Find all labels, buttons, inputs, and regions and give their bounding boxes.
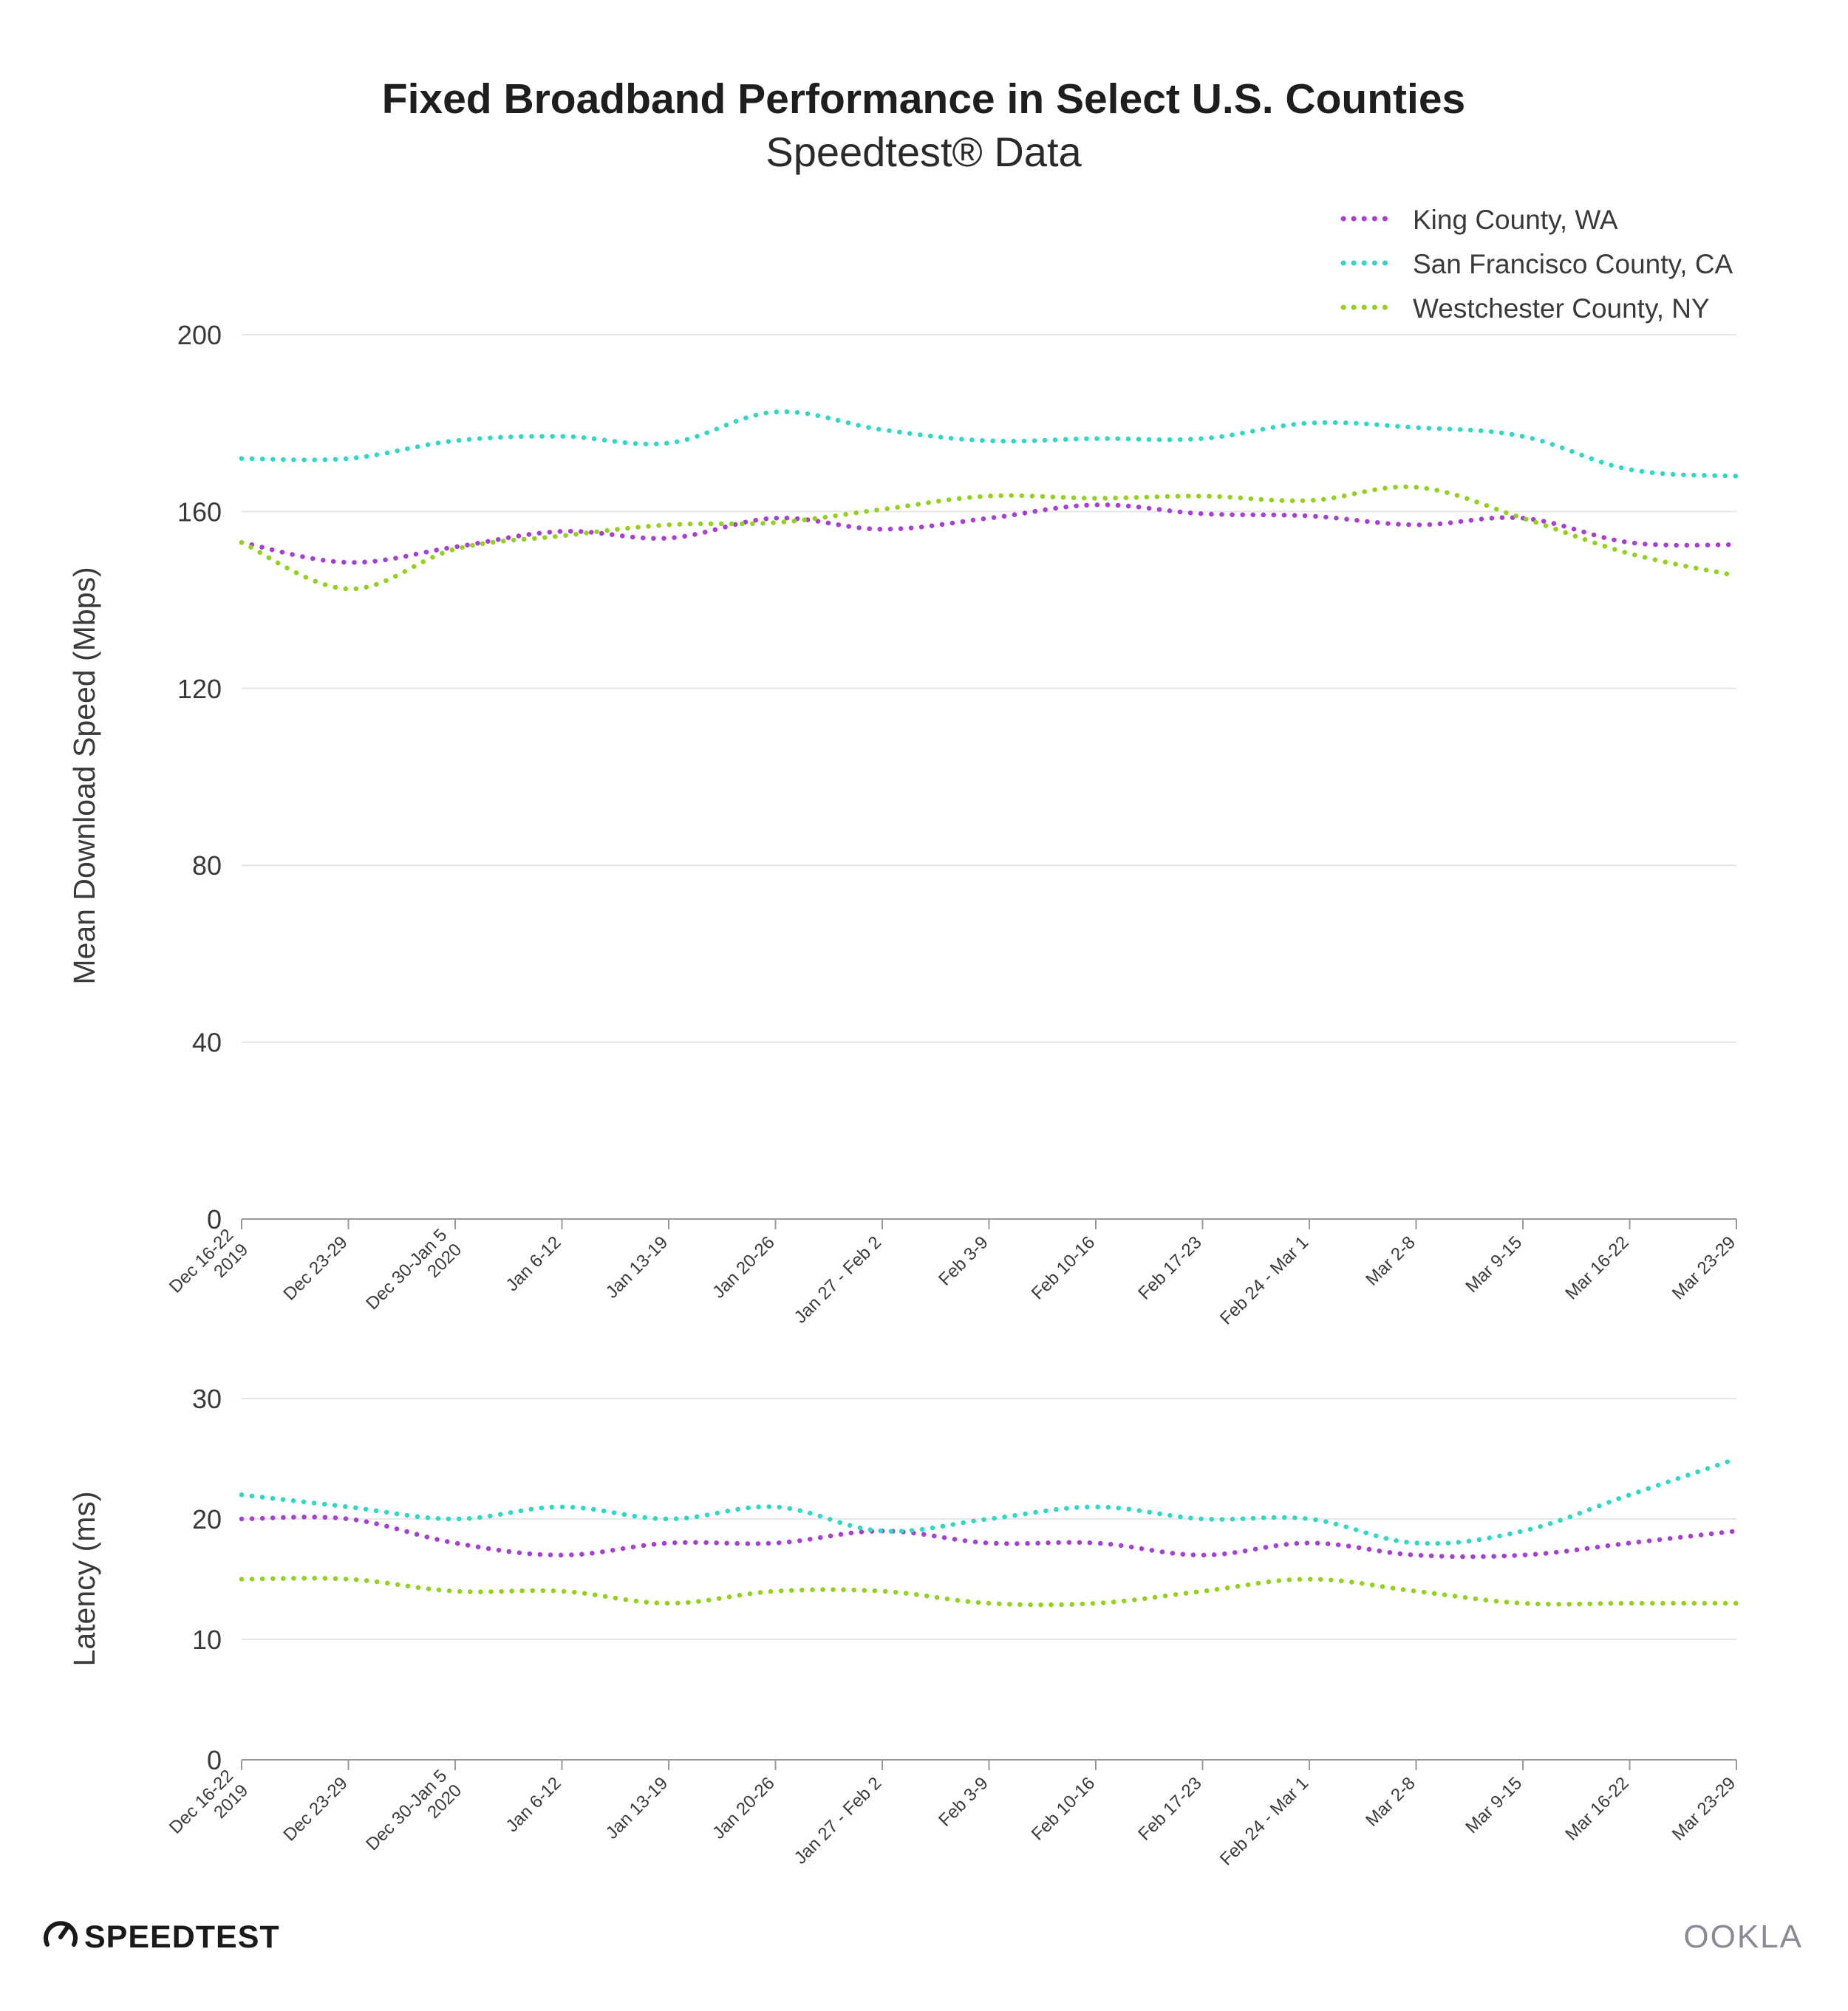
x-tick-label-line: Jan 13-19 xyxy=(602,1232,672,1302)
x-tick-label-line: Jan 6-12 xyxy=(502,1232,565,1295)
x-tick-label: Dec 23-29 xyxy=(279,1232,351,1304)
y-tick-label: 10 xyxy=(192,1625,222,1655)
x-tick-label-line: Feb 17-23 xyxy=(1134,1773,1205,1844)
y-tick-label: 30 xyxy=(192,1384,222,1414)
y-tick-label: 160 xyxy=(177,496,222,527)
x-tick-label: Dec 16-222019 xyxy=(166,1766,252,1852)
legend-label-king: King County, WA xyxy=(1413,205,1618,235)
x-tick-label-line: Mar 9-15 xyxy=(1462,1232,1526,1297)
legend: King County, WA San Francisco County, CA… xyxy=(1340,205,1733,324)
ookla-logo: OOKLA xyxy=(1683,1919,1803,1955)
x-tick-label: Jan 20-26 xyxy=(709,1773,779,1843)
x-tick-label-line: Jan 6-12 xyxy=(502,1773,565,1836)
x-tick-label: Mar 16-22 xyxy=(1561,1773,1632,1844)
series-line-king xyxy=(239,1515,1739,1560)
speedtest-logo-text: SPEEDTEST xyxy=(84,1919,280,1955)
series-line-king xyxy=(239,502,1739,565)
y-tick-label: 40 xyxy=(192,1028,222,1058)
x-tick-label: Feb 3-9 xyxy=(935,1773,992,1831)
x-tick-label-line: Feb 10-16 xyxy=(1028,1232,1099,1303)
x-tick-label: Mar 2-8 xyxy=(1362,1232,1419,1290)
x-tick-label: Feb 24 - Mar 1 xyxy=(1216,1773,1312,1869)
x-tick-label-line: Dec 23-29 xyxy=(279,1773,351,1845)
series-line-sf xyxy=(239,409,1739,479)
y-tick-label: 0 xyxy=(207,1204,222,1235)
chart-subtitle: Speedtest® Data xyxy=(766,129,1082,175)
x-tick-label-line: Feb 3-9 xyxy=(935,1773,992,1831)
x-tick-label: Feb 17-23 xyxy=(1134,1232,1205,1303)
x-tick-label: Jan 13-19 xyxy=(602,1232,672,1302)
x-tick-label: Mar 9-15 xyxy=(1462,1773,1526,1837)
x-tick-label-line: Mar 16-22 xyxy=(1561,1773,1632,1844)
x-tick-label-line: Dec 23-29 xyxy=(279,1232,351,1304)
x-tick-label: Feb 3-9 xyxy=(935,1232,992,1290)
x-tick-label: Dec 30-Jan 52020 xyxy=(362,1766,466,1869)
x-tick-label: Mar 2-8 xyxy=(1362,1773,1419,1831)
x-tick-label: Mar 23-29 xyxy=(1668,1232,1739,1303)
x-tick-label: Feb 24 - Mar 1 xyxy=(1216,1232,1312,1328)
x-tick-label-line: Mar 23-29 xyxy=(1668,1232,1739,1303)
legend-label-westchester: Westchester County, NY xyxy=(1413,293,1710,324)
download-speed-chart: 0 40 80 120 160 200 Dec 16-222019 Dec 23-29 Dec … xyxy=(67,320,1739,1329)
x-tick-label: Jan 20-26 xyxy=(709,1232,779,1302)
x-tick-label-line: Mar 23-29 xyxy=(1668,1773,1739,1844)
x-tick-label: Mar 9-15 xyxy=(1462,1232,1526,1297)
x-tick-label: Feb 17-23 xyxy=(1134,1773,1205,1844)
x-tick-label-line: Jan 27 - Feb 2 xyxy=(791,1773,886,1868)
chart-title: Fixed Broadband Performance in Select U.… xyxy=(382,75,1466,123)
x-tick-label-line: Mar 2-8 xyxy=(1362,1773,1419,1831)
y-axis-label: Mean Download Speed (Mbps) xyxy=(67,567,101,984)
x-tick-label: Jan 6-12 xyxy=(502,1773,565,1836)
series-line-westchester xyxy=(239,1575,1739,1608)
y-tick-label: 120 xyxy=(177,674,222,704)
x-tick-label: Jan 27 - Feb 2 xyxy=(791,1232,886,1328)
x-tick-label: Dec 23-29 xyxy=(279,1773,351,1845)
y-axis-label: Latency (ms) xyxy=(67,1492,101,1667)
speedtest-logo: SPEEDTEST xyxy=(44,1919,280,1955)
latency-chart: 0 10 20 30 Dec 16-222019 Dec 23-29 Dec 30-Jan … xyxy=(67,1384,1739,1870)
x-tick-label-line: Feb 24 - Mar 1 xyxy=(1216,1232,1312,1328)
legend-item-westchester: Westchester County, NY xyxy=(1340,293,1710,324)
speedometer-icon xyxy=(44,1921,78,1947)
x-tick-label-line: Feb 10-16 xyxy=(1028,1773,1099,1844)
x-tick-label: Jan 27 - Feb 2 xyxy=(791,1773,886,1868)
series-line-westchester xyxy=(239,484,1739,592)
x-tick-label: Feb 10-16 xyxy=(1028,1232,1099,1303)
x-tick-label-line: Feb 3-9 xyxy=(935,1232,992,1290)
x-tick-label-line: Jan 20-26 xyxy=(709,1773,779,1843)
legend-label-sf: San Francisco County, CA xyxy=(1413,249,1733,279)
y-tick-label: 200 xyxy=(177,320,222,350)
x-tick-label-line: Jan 13-19 xyxy=(602,1773,672,1843)
legend-item-sf: San Francisco County, CA xyxy=(1340,249,1733,279)
x-tick-label-line: Jan 27 - Feb 2 xyxy=(791,1232,886,1328)
legend-item-king: King County, WA xyxy=(1340,205,1618,235)
x-tick-label: Jan 13-19 xyxy=(602,1773,672,1843)
x-tick-label: Dec 30-Jan 52020 xyxy=(362,1225,466,1328)
x-tick-label: Feb 10-16 xyxy=(1028,1773,1099,1844)
y-tick-label: 0 xyxy=(207,1745,222,1775)
y-tick-label: 20 xyxy=(192,1504,222,1534)
x-tick-label-line: Jan 20-26 xyxy=(709,1232,779,1302)
x-tick-label-line: Mar 2-8 xyxy=(1362,1232,1419,1290)
x-tick-label-line: Mar 9-15 xyxy=(1462,1773,1526,1837)
x-tick-label: Mar 16-22 xyxy=(1561,1232,1632,1303)
y-tick-label: 80 xyxy=(192,850,222,881)
x-tick-label-line: Feb 24 - Mar 1 xyxy=(1216,1773,1312,1869)
x-tick-label: Mar 23-29 xyxy=(1668,1773,1739,1844)
series-line-sf xyxy=(239,1456,1739,1546)
x-tick-label-line: Mar 16-22 xyxy=(1561,1232,1632,1303)
x-tick-label: Jan 6-12 xyxy=(502,1232,565,1295)
x-tick-label-line: Feb 17-23 xyxy=(1134,1232,1205,1303)
x-tick-label: Dec 16-222019 xyxy=(166,1225,252,1311)
